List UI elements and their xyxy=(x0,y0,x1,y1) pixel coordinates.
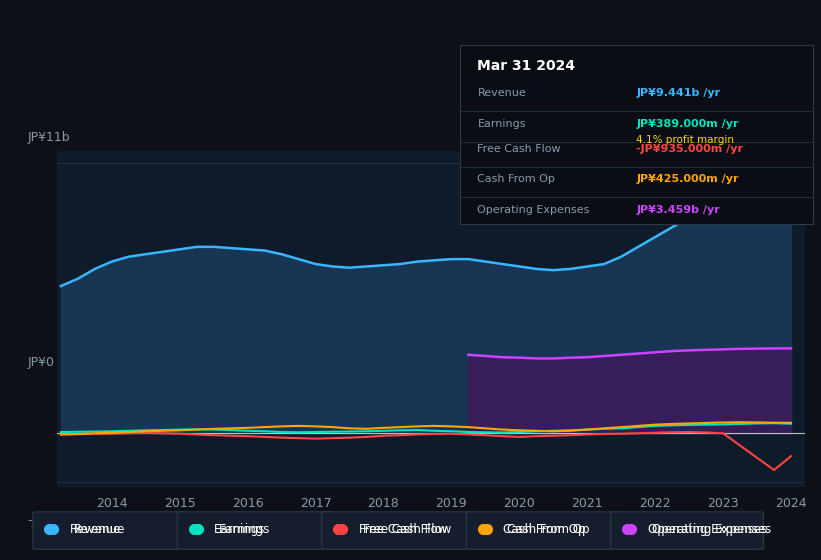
Text: JP¥0: JP¥0 xyxy=(28,356,54,370)
Text: Mar 31 2024: Mar 31 2024 xyxy=(478,59,576,73)
Text: Revenue: Revenue xyxy=(70,522,122,536)
Text: Free Cash Flow: Free Cash Flow xyxy=(478,144,561,154)
Text: 4.1% profit margin: 4.1% profit margin xyxy=(636,135,734,145)
FancyBboxPatch shape xyxy=(177,512,330,549)
Text: -JP¥2b: -JP¥2b xyxy=(28,514,67,527)
Text: Revenue: Revenue xyxy=(478,88,526,98)
Text: JP¥11b: JP¥11b xyxy=(28,132,71,144)
Text: JP¥9.441b /yr: JP¥9.441b /yr xyxy=(636,88,720,98)
FancyBboxPatch shape xyxy=(33,512,186,549)
Text: Earnings: Earnings xyxy=(214,522,266,536)
FancyBboxPatch shape xyxy=(466,512,619,549)
Text: Revenue: Revenue xyxy=(74,522,126,536)
Text: Operating Expenses: Operating Expenses xyxy=(652,522,771,536)
Text: Operating Expenses: Operating Expenses xyxy=(648,522,767,536)
Text: Operating Expenses: Operating Expenses xyxy=(478,204,589,214)
Text: Cash From Op: Cash From Op xyxy=(507,522,589,536)
Text: Free Cash Flow: Free Cash Flow xyxy=(359,522,447,536)
Text: JP¥3.459b /yr: JP¥3.459b /yr xyxy=(636,204,720,214)
FancyBboxPatch shape xyxy=(611,512,764,549)
Text: JP¥425.000m /yr: JP¥425.000m /yr xyxy=(636,174,739,184)
Text: Cash From Op: Cash From Op xyxy=(478,174,555,184)
Text: Free Cash Flow: Free Cash Flow xyxy=(363,522,452,536)
Text: JP¥389.000m /yr: JP¥389.000m /yr xyxy=(636,119,739,129)
FancyBboxPatch shape xyxy=(322,512,475,549)
Text: Earnings: Earnings xyxy=(478,119,526,129)
Text: Cash From Op: Cash From Op xyxy=(503,522,585,536)
Text: -JP¥935.000m /yr: -JP¥935.000m /yr xyxy=(636,144,743,154)
Text: Earnings: Earnings xyxy=(218,522,270,536)
